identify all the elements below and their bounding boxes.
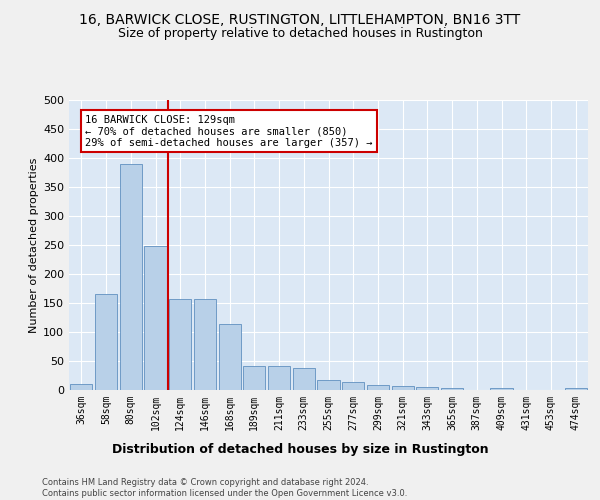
- Bar: [367, 386, 389, 390]
- Bar: [293, 368, 315, 390]
- Bar: [169, 299, 191, 390]
- Bar: [441, 388, 463, 390]
- Text: 16, BARWICK CLOSE, RUSTINGTON, LITTLEHAMPTON, BN16 3TT: 16, BARWICK CLOSE, RUSTINGTON, LITTLEHAM…: [79, 12, 521, 26]
- Text: 16 BARWICK CLOSE: 129sqm
← 70% of detached houses are smaller (850)
29% of semi-: 16 BARWICK CLOSE: 129sqm ← 70% of detach…: [85, 114, 373, 148]
- Bar: [119, 164, 142, 390]
- Bar: [95, 294, 117, 390]
- Bar: [243, 366, 265, 390]
- Bar: [218, 324, 241, 390]
- Bar: [194, 299, 216, 390]
- Y-axis label: Number of detached properties: Number of detached properties: [29, 158, 39, 332]
- Bar: [565, 388, 587, 390]
- Bar: [490, 388, 512, 390]
- Text: Distribution of detached houses by size in Rustington: Distribution of detached houses by size …: [112, 442, 488, 456]
- Bar: [317, 380, 340, 390]
- Bar: [268, 366, 290, 390]
- Bar: [70, 384, 92, 390]
- Bar: [392, 386, 414, 390]
- Text: Contains HM Land Registry data © Crown copyright and database right 2024.
Contai: Contains HM Land Registry data © Crown c…: [42, 478, 407, 498]
- Bar: [416, 387, 439, 390]
- Bar: [145, 246, 167, 390]
- Text: Size of property relative to detached houses in Rustington: Size of property relative to detached ho…: [118, 28, 482, 40]
- Bar: [342, 382, 364, 390]
